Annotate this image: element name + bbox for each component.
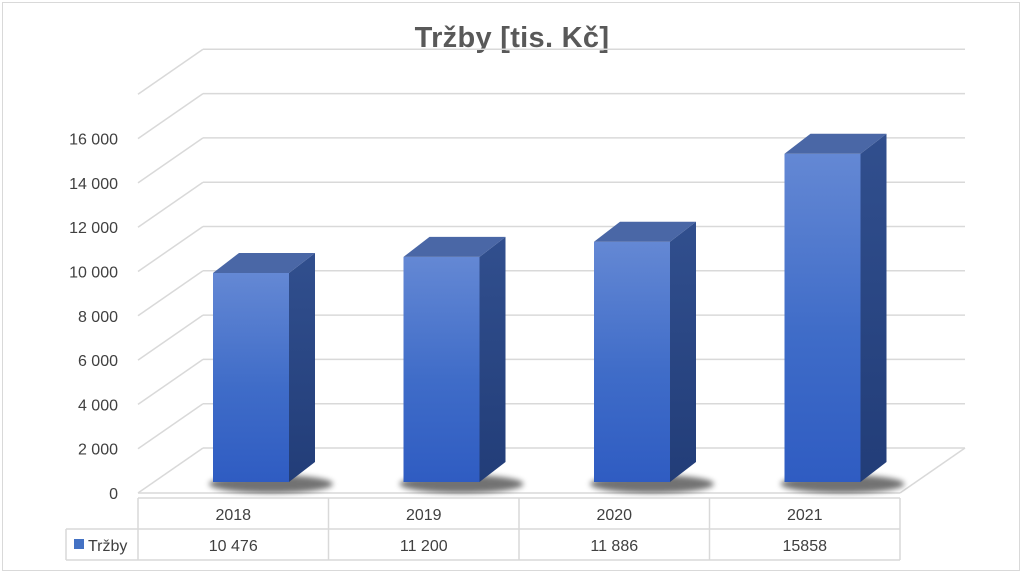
y-tick-label: 16 000	[69, 132, 118, 149]
legend-key	[74, 539, 84, 549]
bar-side	[670, 221, 696, 482]
bar-top	[784, 133, 887, 154]
x-tick-label: 2020	[596, 507, 632, 524]
data-label: 11 200	[400, 538, 448, 555]
gridline-depth	[137, 181, 204, 228]
data-label: 11 886	[590, 538, 638, 555]
bar-top	[594, 221, 696, 242]
gridline-depth	[137, 447, 204, 494]
gridline-depth	[137, 92, 204, 140]
gridline-depth	[137, 403, 204, 450]
y-tick-label: 8 000	[78, 309, 118, 326]
bar-top	[213, 252, 315, 273]
y-tick-label: 2 000	[78, 442, 118, 459]
gridline-depth	[137, 48, 204, 95]
y-tick-label: 14 000	[69, 176, 118, 193]
bar-side	[289, 252, 315, 482]
bar-front	[403, 256, 480, 482]
x-tick-label: 2018	[215, 507, 251, 524]
y-tick-label: 10 000	[69, 265, 118, 282]
gridline-depth	[137, 358, 204, 406]
gridline-depth	[137, 270, 204, 317]
bar-top	[403, 236, 506, 257]
data-label: 15858	[783, 538, 828, 555]
y-tick-label: 12 000	[69, 220, 118, 237]
y-tick-label: 4 000	[78, 397, 118, 414]
bar-front	[213, 272, 289, 482]
bar-2021	[780, 133, 905, 493]
bar-front	[784, 153, 861, 482]
bar-front	[594, 241, 670, 482]
data-label: 10 476	[209, 538, 258, 555]
floor-right-edge	[899, 447, 966, 494]
x-tick-label: 2021	[787, 507, 823, 524]
gridline-depth	[137, 314, 204, 361]
bar-2018	[209, 252, 333, 493]
y-tick-label: 6 000	[78, 353, 118, 370]
gridline-depth	[137, 225, 204, 273]
bar-side	[860, 133, 887, 482]
bar-2020	[590, 221, 714, 493]
bar-2019	[399, 236, 524, 493]
bar-side	[479, 236, 506, 482]
y-tick-label: 0	[109, 486, 118, 503]
x-tick-label: 2019	[406, 507, 442, 524]
legend-label: Tržby	[88, 538, 127, 555]
gridline-depth	[137, 137, 204, 184]
